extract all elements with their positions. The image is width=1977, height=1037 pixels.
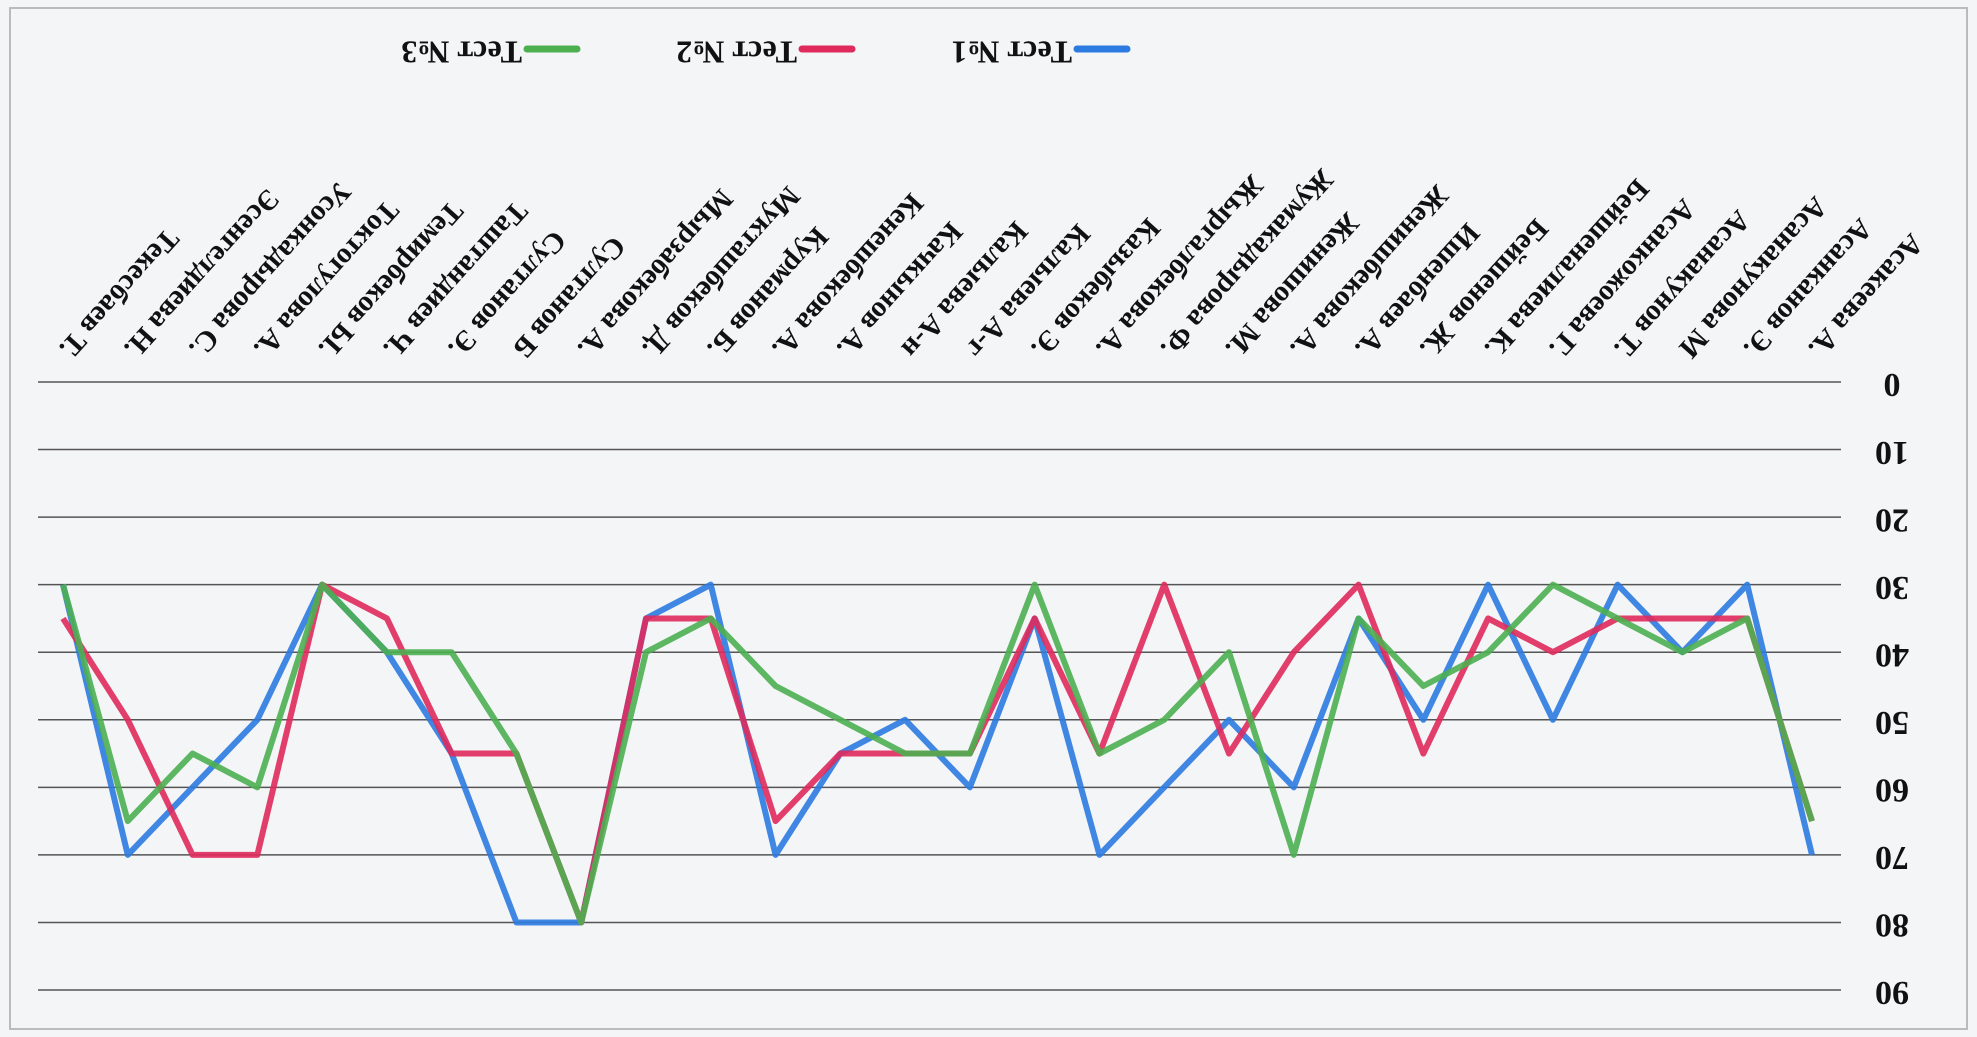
legend-label: Тест №1 bbox=[951, 35, 1072, 71]
series-line bbox=[60, 581, 1815, 926]
y-tick-label: 60 bbox=[1875, 772, 1909, 809]
y-tick-label: 10 bbox=[1875, 434, 1909, 471]
y-tick-label: 80 bbox=[1875, 907, 1909, 944]
legend-label: Тест №3 bbox=[401, 35, 522, 71]
y-tick-label: 0 bbox=[1884, 366, 1901, 403]
y-tick-label: 70 bbox=[1875, 839, 1909, 876]
chart-border bbox=[9, 7, 1968, 1030]
y-tick-label: 20 bbox=[1875, 501, 1909, 538]
y-tick-label: 40 bbox=[1875, 636, 1909, 673]
legend-label: Тест №2 bbox=[676, 35, 797, 71]
y-tick-label: 50 bbox=[1875, 704, 1909, 741]
y-tick-label: 90 bbox=[1875, 974, 1909, 1011]
y-tick-label: 30 bbox=[1875, 569, 1909, 606]
